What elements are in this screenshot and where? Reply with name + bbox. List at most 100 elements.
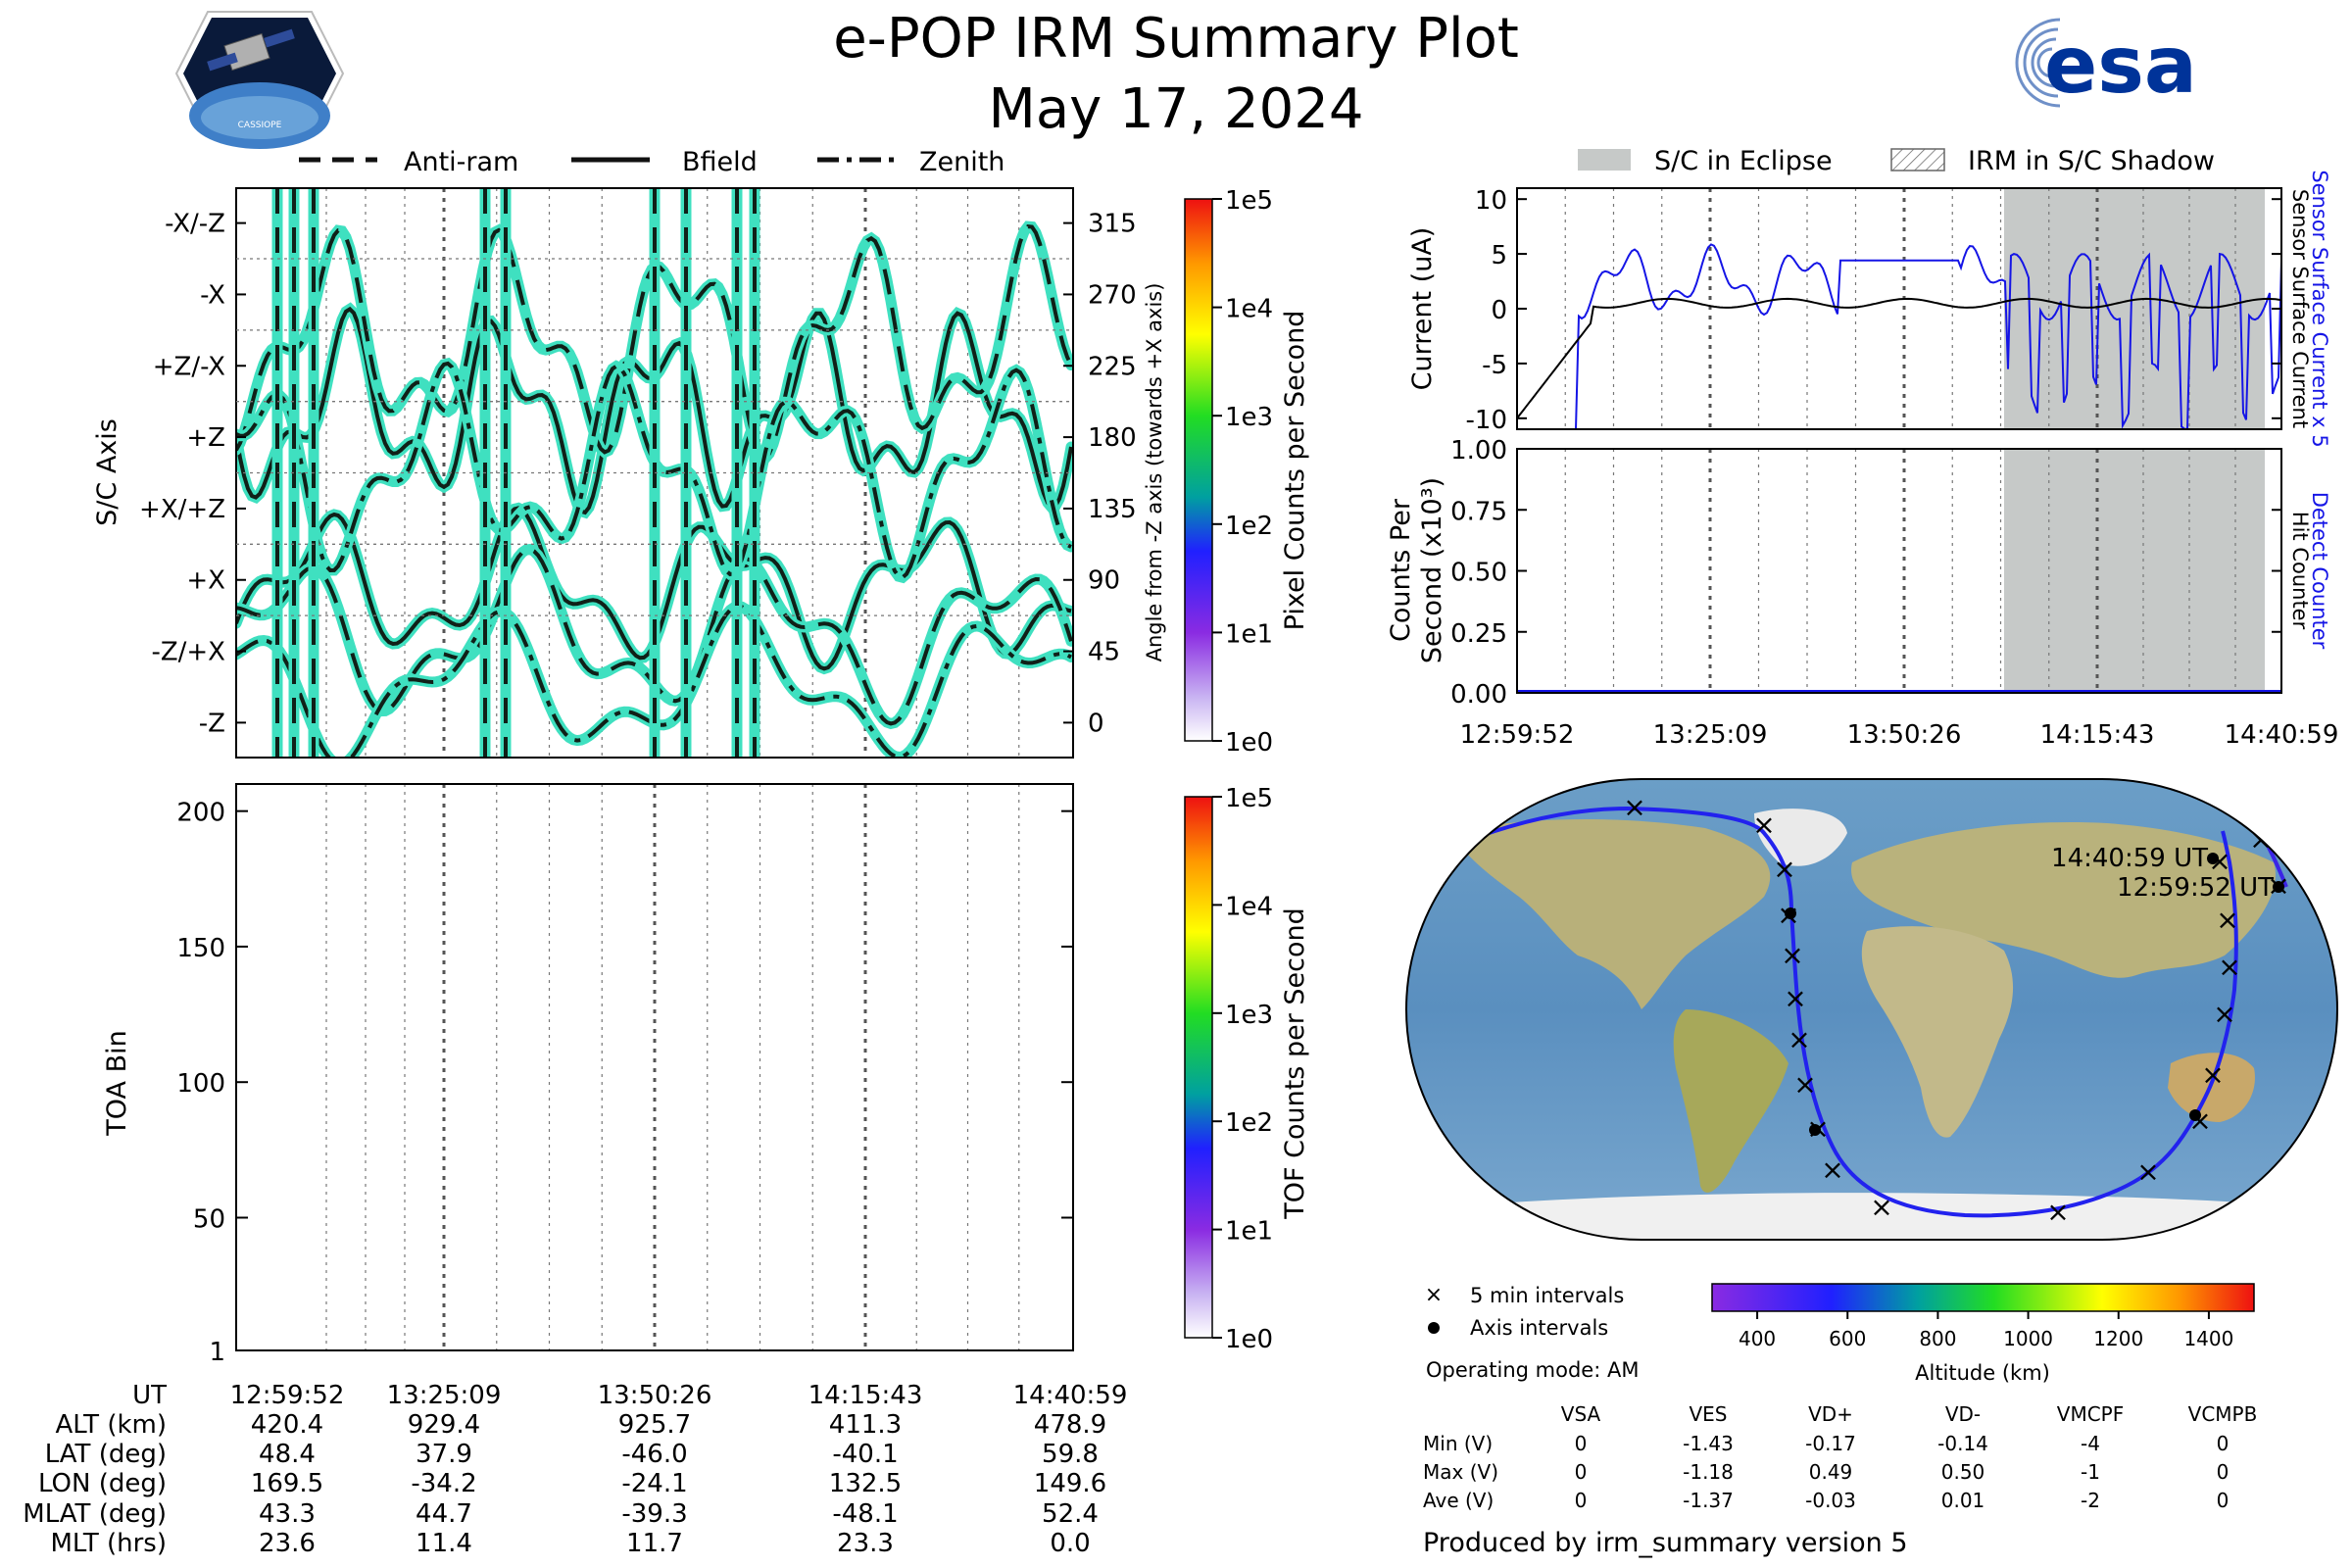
voltage-cell: 0.49 [1809, 1460, 1853, 1484]
five-minute-marker: × [1773, 853, 1795, 885]
cassiope-badge-logo: CASSIOPE [174, 11, 345, 149]
voltage-cell: 0 [1575, 1460, 1588, 1484]
africa-shape [1861, 926, 2014, 1138]
sc-axis-tick-label: -X/-Z [165, 210, 225, 239]
eclipse-region [2004, 188, 2265, 429]
voltage-cell: -2 [2081, 1489, 2100, 1512]
voltage-cell: 0.01 [1941, 1489, 1985, 1512]
angle-tick-label: 45 [1088, 638, 1120, 667]
toa-tick-label: 1 [209, 1338, 225, 1367]
voltage-header: VD- [1945, 1402, 1981, 1426]
current-tick-label: 0 [1491, 296, 1507, 325]
ephemeris-cell: -48.1 [832, 1499, 898, 1529]
ephemeris-cell: 23.6 [259, 1529, 316, 1558]
altitude-tick-label: 1400 [2183, 1327, 2233, 1350]
ephemeris-cell: -24.1 [621, 1469, 687, 1498]
five-minute-marker: × [2213, 998, 2235, 1030]
current-right-label-x5: Sensor Surface Current x 5 [2308, 170, 2331, 447]
current-x5-line [1517, 243, 2281, 429]
axis-interval-marker [1785, 907, 1796, 919]
esa-logo: esa [2015, 18, 2197, 111]
time-tick-label: 14:15:43 [2040, 720, 2155, 750]
toa-tick-label: 150 [176, 934, 225, 963]
angle-tick-label: 0 [1088, 709, 1104, 738]
voltage-row-label: Max (V) [1423, 1460, 1498, 1484]
map-end-time-label: 14:40:59 UT [2051, 844, 2208, 873]
current-line [1517, 297, 2281, 419]
ephemeris-row-label: ALT (km) [55, 1410, 167, 1440]
eurasia-shape [1851, 822, 2276, 978]
ephemeris-cell: 925.7 [618, 1410, 691, 1440]
dot-marker-icon [1428, 1322, 1440, 1334]
ephemeris-cell: 37.9 [416, 1440, 472, 1469]
esa-logo-text: esa [2044, 20, 2197, 111]
attitude-ylabel: S/C Axis [92, 418, 122, 526]
ephemeris-cell: 13:50:26 [598, 1381, 712, 1410]
map-start-time-label: 12:59:52 UT [2117, 873, 2274, 903]
voltage-row-label: Ave (V) [1423, 1489, 1494, 1512]
cassiope-badge-text: CASSIOPE [238, 121, 282, 130]
colorbar-tick-label: 1e5 [1225, 186, 1273, 216]
colorbar-tick-label: 1e1 [1225, 1217, 1273, 1247]
figure-date: May 17, 2024 [989, 77, 1364, 141]
five-minute-marker: × [2188, 1104, 2211, 1137]
legend-eclipse-label: S/C in Eclipse [1654, 146, 1833, 176]
ephemeris-cell: 411.3 [829, 1410, 902, 1440]
ephemeris-row-label: MLT (hrs) [51, 1529, 168, 1558]
ephemeris-row-label: LON (deg) [38, 1469, 167, 1498]
toa-tick-label: 50 [193, 1204, 225, 1234]
legend-zenith-label: Zenith [919, 147, 1004, 177]
toa-tick-label: 100 [176, 1069, 225, 1099]
ephemeris-cell: -40.1 [832, 1440, 898, 1469]
voltage-cell: 0.50 [1941, 1460, 1985, 1484]
voltage-row-label: Min (V) [1423, 1432, 1493, 1455]
operating-mode: Operating mode: AM [1426, 1358, 1639, 1382]
voltage-cell: -1.37 [1683, 1489, 1734, 1512]
voltage-cell: -4 [2081, 1432, 2100, 1455]
time-tick-label: 13:50:26 [1847, 720, 1962, 750]
time-tick-label: 12:59:52 [1460, 720, 1575, 750]
voltage-cell: 0 [2217, 1432, 2230, 1455]
toa-tick-label: 200 [176, 799, 225, 828]
axis-interval-marker [2189, 1109, 2201, 1121]
counts-panel: 1.00 0.75 0.50 0.25 0.00 12:59:52 13:25:09 13:… [1386, 436, 2338, 750]
antarctica-shape [1406, 1193, 2337, 1240]
five-minute-marker: × [2218, 951, 2240, 983]
map-legend: × 5 min intervals Axis intervals Operati… [1425, 1283, 1640, 1382]
colorbar-tick-label: 1e4 [1225, 892, 1273, 921]
sc-axis-tick-label: +Z/-X [153, 352, 225, 381]
ephemeris-row-label: UT [132, 1381, 167, 1410]
ephemeris-cell: 0.0 [1050, 1529, 1090, 1558]
legend-eclipse-swatch [1578, 149, 1631, 171]
five-minute-marker: × [1781, 939, 1803, 971]
counts-ylabel-line1: Counts Per [1386, 498, 1416, 642]
ephemeris-cell: 132.5 [829, 1469, 902, 1498]
angle-tick-label: 315 [1088, 210, 1137, 239]
five-minute-marker: × [1623, 791, 1645, 823]
angle-tick-label: 90 [1088, 566, 1120, 596]
voltage-cell: -0.17 [1805, 1432, 1856, 1455]
five-minute-marker: × [2201, 1058, 2224, 1091]
legend-cross-label: 5 min intervals [1470, 1284, 1624, 1307]
altitude-tick-label: 400 [1739, 1327, 1776, 1350]
five-minute-marker: × [1870, 1191, 1892, 1223]
sc-axis-tick-label: -X [200, 280, 225, 310]
five-minute-marker: × [1752, 808, 1775, 841]
counts-ylabel-line2: Second (x10³) [1417, 477, 1447, 663]
colorbar-tick-label: 1e3 [1225, 1001, 1273, 1030]
ephemeris-row-label: LAT (deg) [45, 1440, 167, 1469]
cross-marker-icon: × [1425, 1283, 1443, 1307]
voltage-header: VCMPB [2188, 1402, 2258, 1426]
voltage-cell: -0.14 [1937, 1432, 1988, 1455]
altitude-colorbar: 400 600 800 1000 1200 1400 Altitude (km) [1711, 1283, 2255, 1385]
legend-anti-ram-label: Anti-ram [404, 147, 518, 177]
ephemeris-cell: 23.3 [837, 1529, 894, 1558]
ephemeris-cell: 52.4 [1042, 1499, 1099, 1529]
tof-colorbar: 1e0 1e1 1e2 1e3 1e4 1e5 TOF Counts per Second [1184, 784, 1310, 1354]
voltage-header: VD+ [1808, 1402, 1853, 1426]
altitude-tick-label: 1200 [2093, 1327, 2143, 1350]
five-minute-marker: × [2216, 904, 2238, 936]
voltage-cell: 0 [1575, 1489, 1588, 1512]
